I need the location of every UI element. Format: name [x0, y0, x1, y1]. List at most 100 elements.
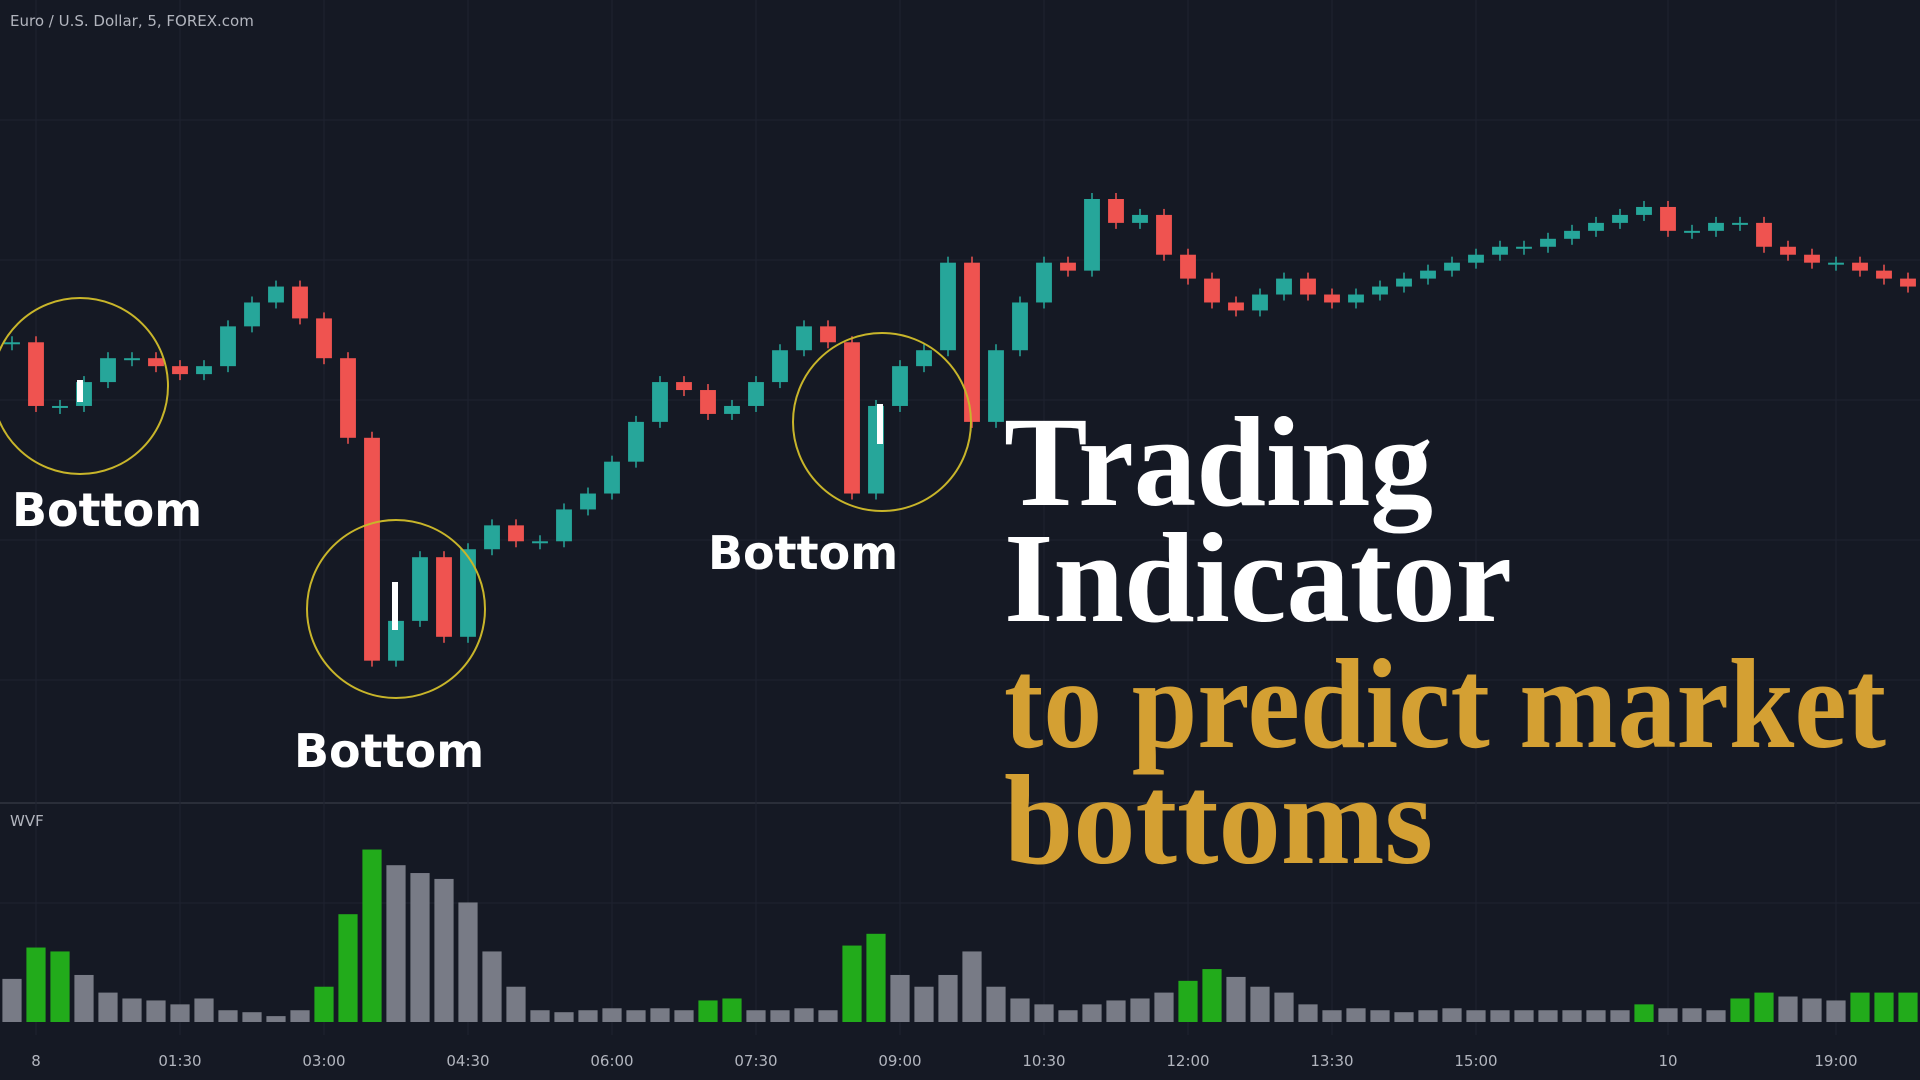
- wvf-bar: [698, 1000, 718, 1022]
- candle: [748, 382, 764, 406]
- wvf-bar: [1250, 986, 1270, 1022]
- wvf-bar: [242, 1012, 262, 1022]
- wvf-bar: [1490, 1010, 1510, 1022]
- candle: [1564, 230, 1580, 239]
- candle: [604, 461, 620, 494]
- wvf-bar: [170, 1004, 190, 1022]
- candle: [796, 326, 812, 351]
- wvf-bar: [1274, 992, 1294, 1022]
- wvf-bar: [50, 951, 70, 1022]
- wvf-bar: [1418, 1010, 1438, 1022]
- candle: [388, 620, 404, 661]
- wvf-bar: [482, 951, 502, 1022]
- signal-marker: [877, 404, 883, 444]
- candle: [844, 342, 860, 494]
- wvf-bar: [842, 945, 862, 1022]
- candle: [196, 366, 212, 375]
- signal-marker: [392, 582, 398, 630]
- x-tick-label: 06:00: [590, 1052, 633, 1070]
- wvf-bar: [1730, 998, 1750, 1022]
- x-tick-label: 09:00: [878, 1052, 921, 1070]
- x-tick-label: 10: [1658, 1052, 1677, 1070]
- candle: [1780, 246, 1796, 255]
- x-tick-label: 15:00: [1454, 1052, 1497, 1070]
- candle: [652, 382, 668, 422]
- x-tick-label: 07:30: [734, 1052, 777, 1070]
- candle: [1372, 286, 1388, 295]
- annotation: Bottom: [294, 724, 484, 778]
- candle: [1660, 206, 1676, 231]
- candle: [412, 557, 428, 621]
- wvf-bar: [1154, 992, 1174, 1022]
- wvf-bar: [1010, 998, 1030, 1022]
- wvf-bar: [266, 1016, 286, 1022]
- candle: [556, 509, 572, 542]
- wvf-bar: [1802, 998, 1822, 1022]
- candle: [52, 405, 68, 408]
- wvf-bar: [362, 849, 382, 1022]
- wvf-bar: [1322, 1010, 1342, 1022]
- headline: Trading: [1004, 391, 1433, 533]
- wvf-bar: [890, 974, 910, 1022]
- subheadline: bottoms: [1004, 749, 1433, 891]
- wvf-bar: [1706, 1010, 1726, 1022]
- wvf-bar: [1082, 1004, 1102, 1022]
- candle: [460, 549, 476, 637]
- wvf-bar: [770, 1010, 790, 1022]
- wvf-bar: [914, 986, 934, 1022]
- candle: [1348, 294, 1364, 303]
- wvf-bar: [386, 865, 406, 1022]
- x-tick-label: 10:30: [1022, 1052, 1065, 1070]
- x-tick-label: 04:30: [446, 1052, 489, 1070]
- candle: [436, 557, 452, 637]
- candle: [1516, 246, 1532, 249]
- candle: [1180, 254, 1196, 279]
- candle: [1204, 278, 1220, 303]
- wvf-bar: [602, 1008, 622, 1022]
- subheadline: to predict market: [1004, 633, 1886, 775]
- wvf-bar: [722, 998, 742, 1022]
- wvf-bar: [1370, 1010, 1390, 1022]
- candle: [892, 366, 908, 406]
- wvf-bar: [938, 974, 958, 1022]
- highlight-circle: [792, 332, 972, 512]
- wvf-bar: [1058, 1010, 1078, 1022]
- wvf-bar: [1130, 998, 1150, 1022]
- candle: [1732, 222, 1748, 225]
- wvf-bar: [746, 1010, 766, 1022]
- candle: [772, 350, 788, 383]
- x-tick-label: 8: [31, 1052, 41, 1070]
- candle: [532, 541, 548, 544]
- candle: [172, 366, 188, 375]
- wvf-bar: [1634, 1004, 1654, 1022]
- wvf-bar: [314, 986, 334, 1022]
- candle: [1228, 302, 1244, 311]
- candle: [1036, 262, 1052, 303]
- wvf-bar: [2, 978, 22, 1022]
- candle: [1684, 230, 1700, 233]
- candle: [1396, 278, 1412, 287]
- candle: [700, 390, 716, 414]
- headline: Indicator: [1004, 507, 1512, 649]
- wvf-bar: [1898, 992, 1918, 1022]
- candle: [484, 525, 500, 550]
- signal-marker: [77, 380, 83, 402]
- candle: [1636, 206, 1652, 215]
- wvf-bar: [962, 951, 982, 1022]
- wvf-bar: [1682, 1008, 1702, 1022]
- candle: [1444, 262, 1460, 271]
- wvf-bar: [794, 1008, 814, 1022]
- wvf-bar: [650, 1008, 670, 1022]
- candle: [580, 493, 596, 510]
- candle: [1324, 294, 1340, 303]
- wvf-bar: [1298, 1004, 1318, 1022]
- candle: [1708, 222, 1724, 231]
- wvf-bar: [434, 878, 454, 1022]
- candle: [1300, 278, 1316, 295]
- wvf-bar: [578, 1010, 598, 1022]
- wvf-bar: [1394, 1012, 1414, 1022]
- candle: [1900, 278, 1916, 287]
- candle: [1852, 262, 1868, 271]
- wvf-bar: [1202, 969, 1222, 1022]
